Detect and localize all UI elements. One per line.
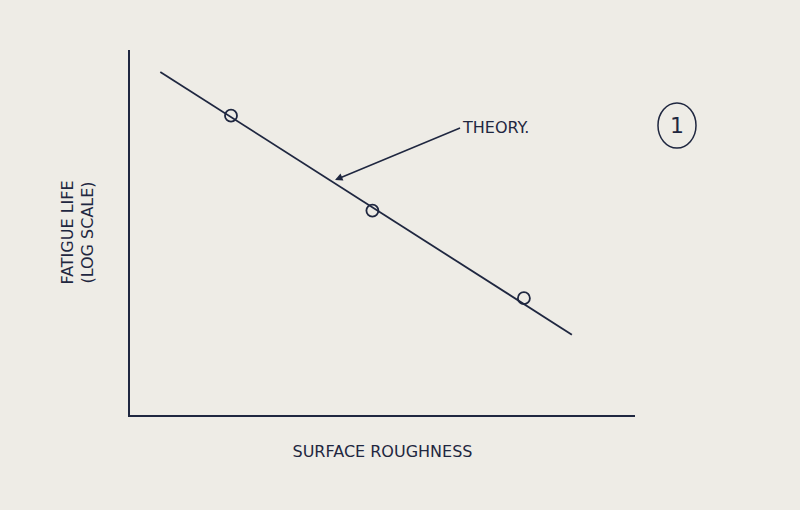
svg-text:FATIGUE LIFE(LOG SCALE): FATIGUE LIFE(LOG SCALE): [58, 180, 98, 284]
svg-text:SURFACE ROUGHNESS: SURFACE ROUGHNESS: [293, 442, 473, 461]
svg-text:1: 1: [670, 113, 684, 138]
svg-text:THEORY.: THEORY.: [462, 118, 529, 137]
